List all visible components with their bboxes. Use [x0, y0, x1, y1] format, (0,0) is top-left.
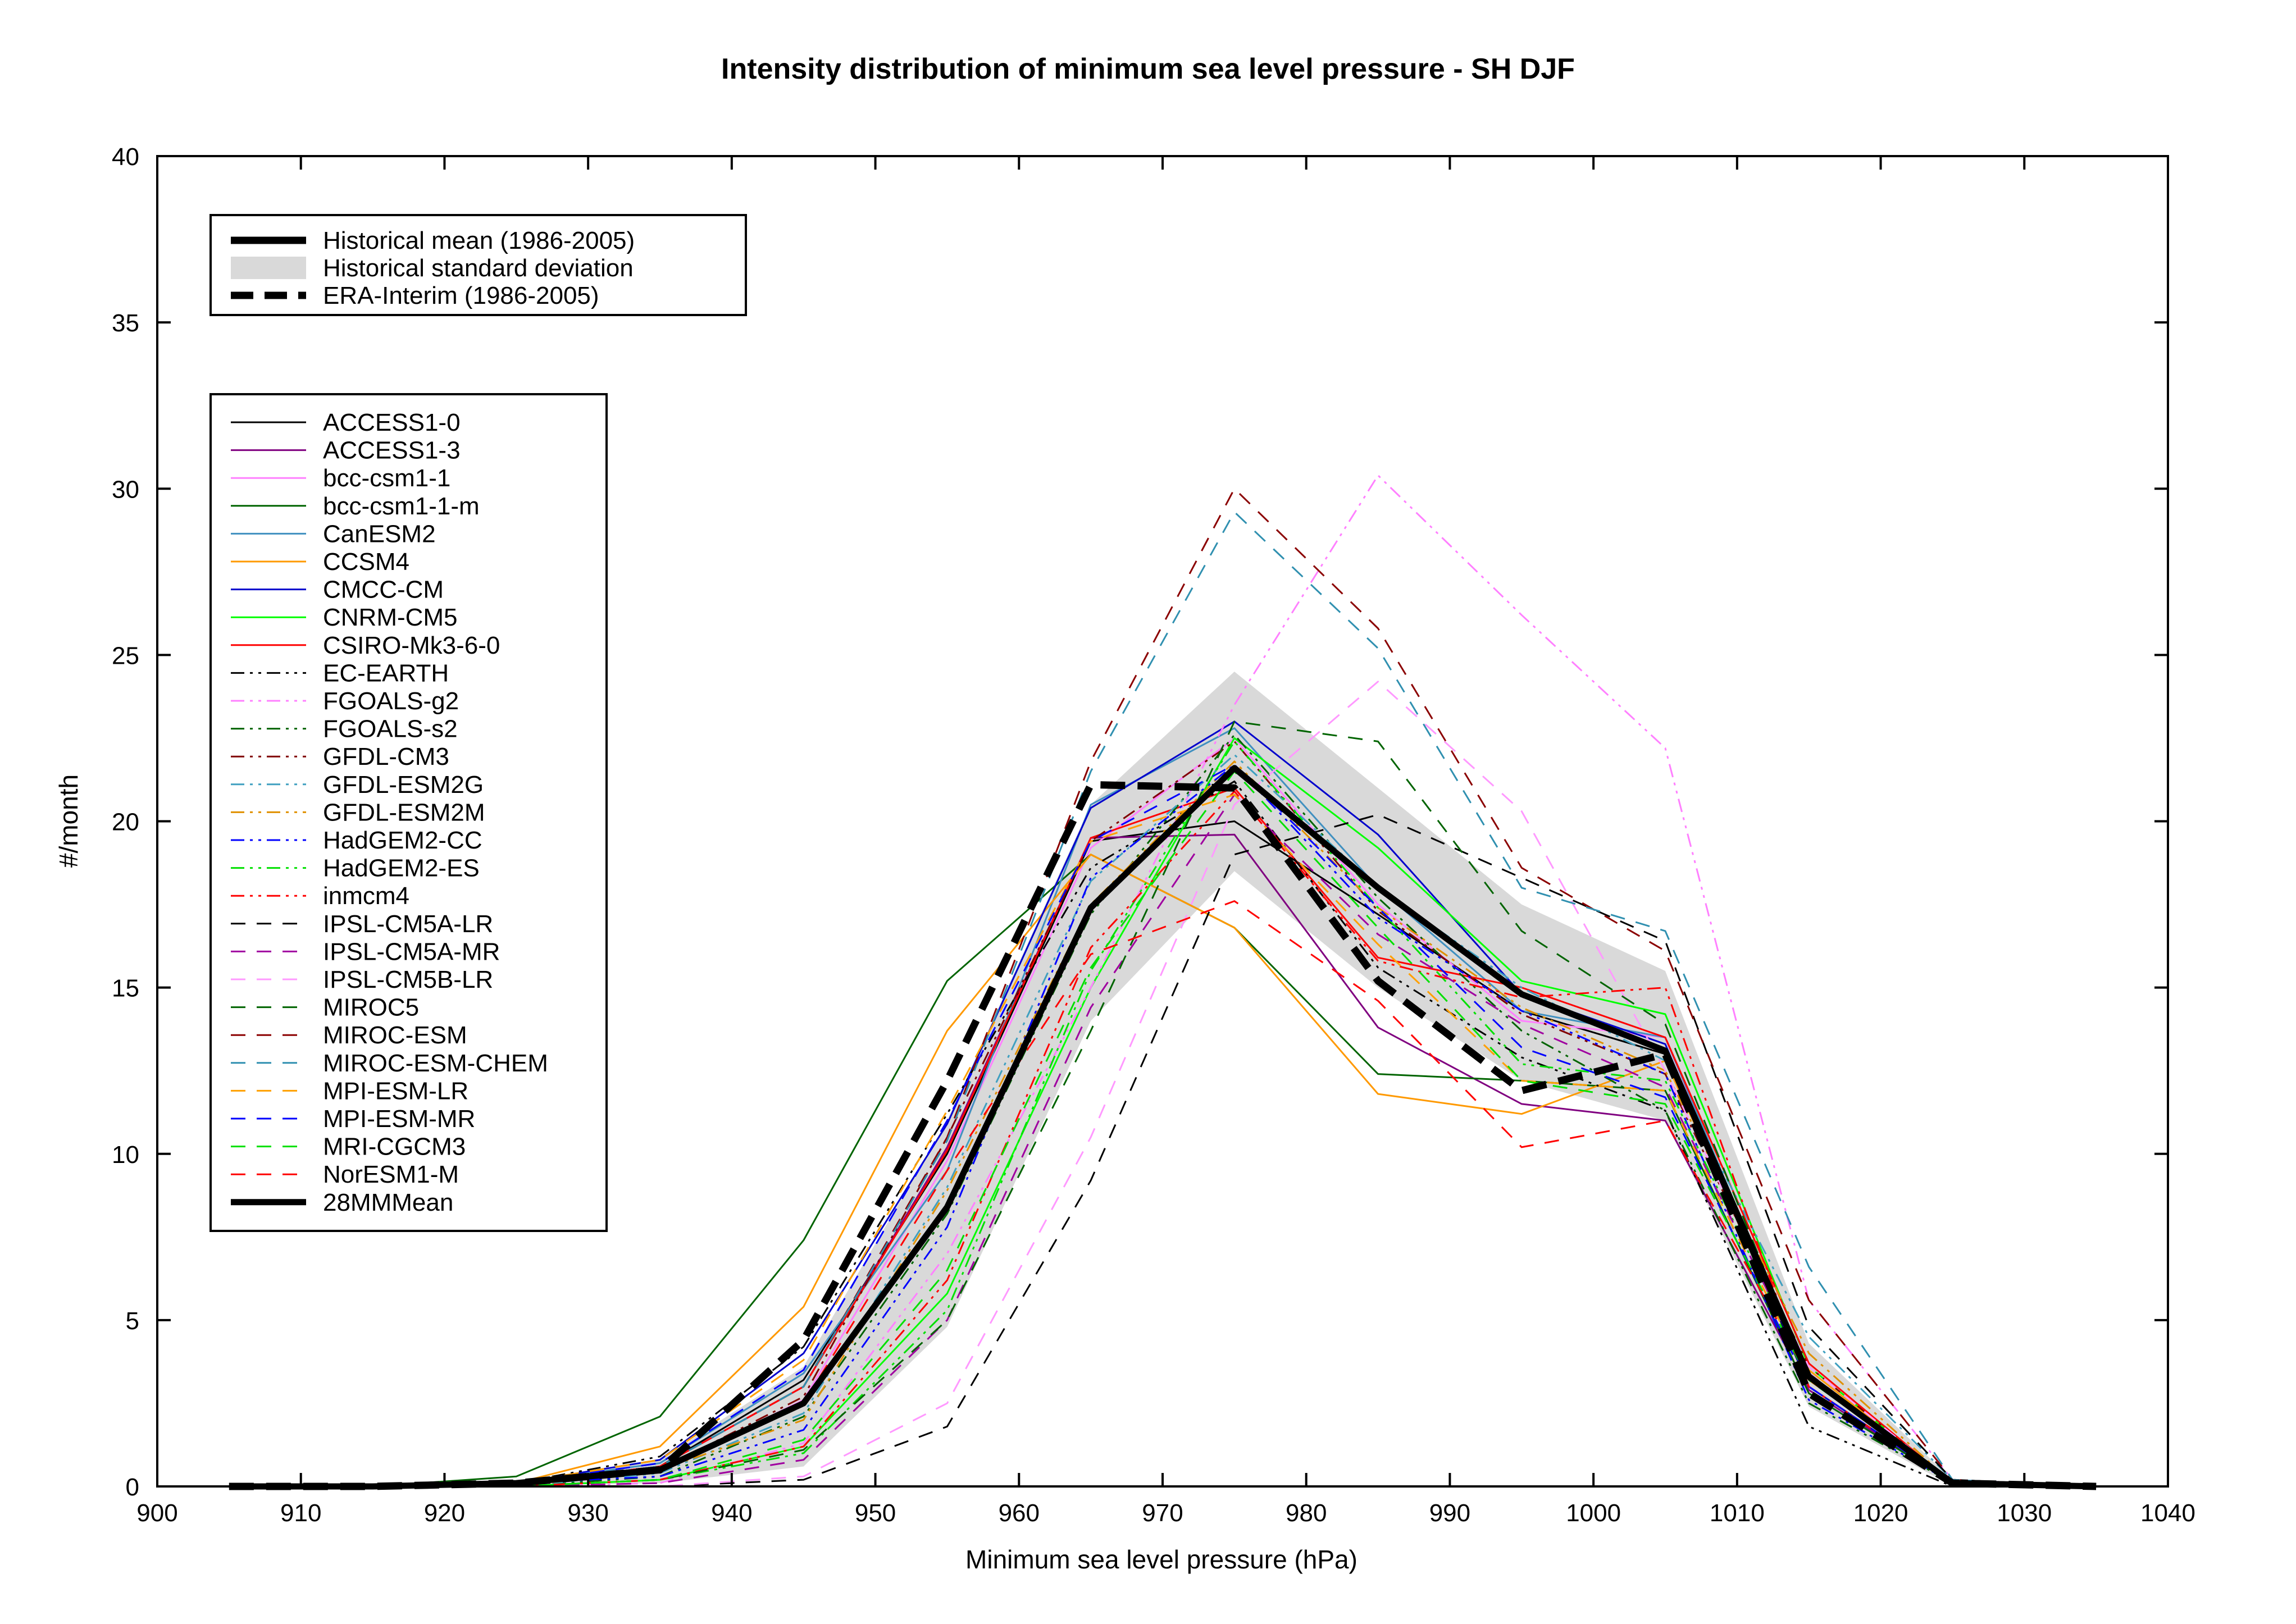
legend-miroc-esm-chem-label: MIROC-ESM-CHEM	[323, 1050, 548, 1077]
legend-inmcm4-label: inmcm4	[323, 882, 409, 910]
y-tick-label: 40	[112, 143, 139, 171]
legend-fgoals-s2-label: FGOALS-s2	[323, 715, 458, 743]
legend-gfdl-esm2g-label: GFDL-ESM2G	[323, 771, 484, 799]
x-tick-label: 970	[1142, 1499, 1183, 1527]
legend-csiro-mk3-6-0-label: CSIRO-Mk3-6-0	[323, 632, 500, 659]
legend-reference: Historical mean (1986-2005)Historical st…	[209, 214, 747, 316]
series-line-gfdl-cm3	[229, 740, 2097, 1488]
legend-era-interim-1986-2005-label: ERA-Interim (1986-2005)	[323, 282, 599, 309]
x-tick-label: 960	[999, 1499, 1040, 1527]
legend-historical-standard-deviation-label: Historical standard deviation	[323, 254, 634, 282]
y-tick-label: 30	[112, 476, 139, 503]
x-tick-label: 990	[1429, 1499, 1470, 1527]
chart-title: Intensity distribution of minimum sea le…	[721, 53, 1575, 85]
legend-noresm1-m-label: NorESM1-M	[323, 1161, 459, 1188]
legend-mri-cgcm3-label: MRI-CGCM3	[323, 1133, 466, 1161]
series-line-era-interim	[229, 781, 2097, 1490]
x-tick-label: 1020	[1853, 1499, 1908, 1527]
series-line-gfdl-esm2m	[229, 760, 2097, 1488]
y-tick-label: 25	[112, 642, 139, 669]
legend-fgoals-g2-label: FGOALS-g2	[323, 687, 459, 715]
x-tick-label: 1040	[2140, 1499, 2195, 1527]
x-tick-label: 930	[567, 1499, 608, 1527]
legend-ipsl-cm5b-lr-label: IPSL-CM5B-LR	[323, 966, 493, 993]
legend-gfdl-esm2m-label: GFDL-ESM2M	[323, 799, 485, 826]
x-tick-label: 980	[1286, 1499, 1327, 1527]
legend-ec-earth-label: EC-EARTH	[323, 659, 449, 687]
legend-mpi-esm-mr-label: MPI-ESM-MR	[323, 1105, 475, 1133]
x-tick-label: 1010	[1710, 1499, 1765, 1527]
x-tick-label: 900	[136, 1499, 177, 1527]
x-tick-label: 920	[424, 1499, 465, 1527]
x-tick-label: 910	[280, 1499, 321, 1527]
series-line-fgoals-g2	[229, 475, 2097, 1488]
legend-miroc-esm-label: MIROC-ESM	[323, 1021, 467, 1049]
axes: 900 910 920 930 940 950 960 970 980 990 1000 1010 10…	[112, 143, 2195, 1527]
legend-models: ACCESS1-0ACCESS1-3bcc-csm1-1bcc-csm1-1-m…	[209, 393, 608, 1232]
y-tick-label: 10	[112, 1141, 139, 1169]
series-line-hadgem2-cc	[229, 764, 2097, 1488]
legend-bcc-csm1-1-label: bcc-csm1-1	[323, 464, 450, 492]
legend-access1-0-label: ACCESS1-0	[323, 409, 461, 436]
x-axis-label: Minimum sea level pressure (hPa)	[965, 1545, 1357, 1574]
y-axis-label: #/month	[54, 774, 83, 868]
plot-area	[229, 475, 2097, 1490]
legend-historical-standard-deviation-swatch	[231, 257, 306, 279]
legend-hadgem2-cc-label: HadGEM2-CC	[323, 827, 482, 854]
legend-ccsm4-label: CCSM4	[323, 548, 409, 576]
legend-cmcc-cm-label: CMCC-CM	[323, 576, 444, 604]
y-tick-label: 35	[112, 309, 139, 337]
legend-bcc-csm1-1-m-label: bcc-csm1-1-m	[323, 492, 480, 520]
legend-historical-mean-1986-2005-label: Historical mean (1986-2005)	[323, 227, 635, 254]
legend-hadgem2-es-label: HadGEM2-ES	[323, 855, 480, 882]
y-tick-label: 15	[112, 975, 139, 1002]
y-tick-label: 5	[126, 1307, 139, 1335]
legend-28mmmean-label: 28MMMean	[323, 1189, 453, 1216]
legend-access1-3-label: ACCESS1-3	[323, 437, 461, 464]
y-tick-label: 20	[112, 809, 139, 836]
y-tick-label: 0	[126, 1474, 139, 1501]
x-tick-label: 1000	[1566, 1499, 1621, 1527]
x-tick-label: 940	[711, 1499, 752, 1527]
legend-mpi-esm-lr-label: MPI-ESM-LR	[323, 1077, 468, 1105]
legend-miroc5-label: MIROC5	[323, 994, 419, 1021]
x-tick-label: 1030	[1997, 1499, 2052, 1527]
legend-gfdl-cm3-label: GFDL-CM3	[323, 743, 449, 770]
x-tick-label: 950	[855, 1499, 896, 1527]
legend-cnrm-cm5-label: CNRM-CM5	[323, 604, 458, 631]
legend-canesm2-label: CanESM2	[323, 520, 436, 548]
legend-ipsl-cm5a-lr-label: IPSL-CM5A-LR	[323, 910, 493, 938]
legend-ipsl-cm5a-mr-label: IPSL-CM5A-MR	[323, 938, 500, 965]
